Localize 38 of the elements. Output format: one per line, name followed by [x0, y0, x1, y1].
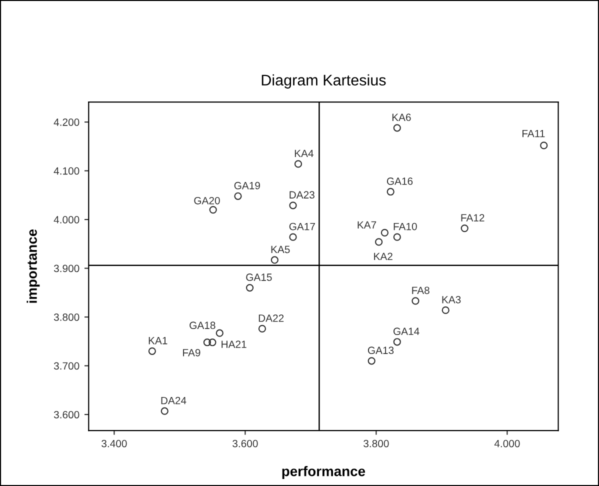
data-label: GA19: [234, 182, 260, 190]
data-label: KA5: [271, 246, 290, 254]
y-tick-label: 3.600: [54, 411, 80, 418]
data-label: GA15: [246, 274, 272, 281]
data-label: KA7: [358, 221, 376, 229]
y-tick-label: 3.800: [54, 314, 80, 321]
data-label: DA24: [161, 396, 186, 404]
data-label: KA1: [148, 337, 168, 344]
y-tick-label: 3.700: [54, 362, 80, 370]
data-label: FA8: [412, 286, 430, 294]
x-tick-label: 3.600: [232, 440, 258, 448]
data-label: FA10: [394, 222, 417, 230]
data-label: FA9: [183, 348, 200, 356]
y-tick-label: 4.000: [54, 216, 80, 224]
x-axis-title: performance: [282, 466, 366, 479]
chart-title: Diagram Kartesius: [262, 74, 386, 89]
data-label: GA13: [368, 346, 394, 354]
data-label: FA12: [461, 214, 484, 222]
data-label: GA20: [194, 196, 220, 204]
data-label: HA21: [222, 340, 246, 348]
data-label: KA2: [374, 252, 392, 260]
x-tick-label: 4.000: [494, 440, 520, 448]
data-label: KA6: [392, 114, 411, 122]
data-label: DA23: [290, 191, 314, 199]
data-label: KA4: [294, 150, 314, 158]
x-tick-label: 3.800: [364, 440, 389, 448]
data-label: GA16: [386, 178, 413, 185]
y-axis-title: importance: [26, 229, 40, 303]
data-label: DA22: [258, 314, 284, 322]
x-tick-label: 3.400: [102, 440, 127, 448]
data-label: KA3: [442, 296, 461, 304]
y-tick-label: 4.100: [54, 167, 80, 175]
data-label: GA18: [190, 322, 216, 330]
data-label: GA14: [394, 328, 420, 336]
y-tick-label: 4.200: [54, 118, 80, 126]
y-tick-label: 3.900: [54, 264, 80, 272]
data-label: GA17: [289, 222, 315, 230]
data-label: FA11: [522, 130, 545, 138]
